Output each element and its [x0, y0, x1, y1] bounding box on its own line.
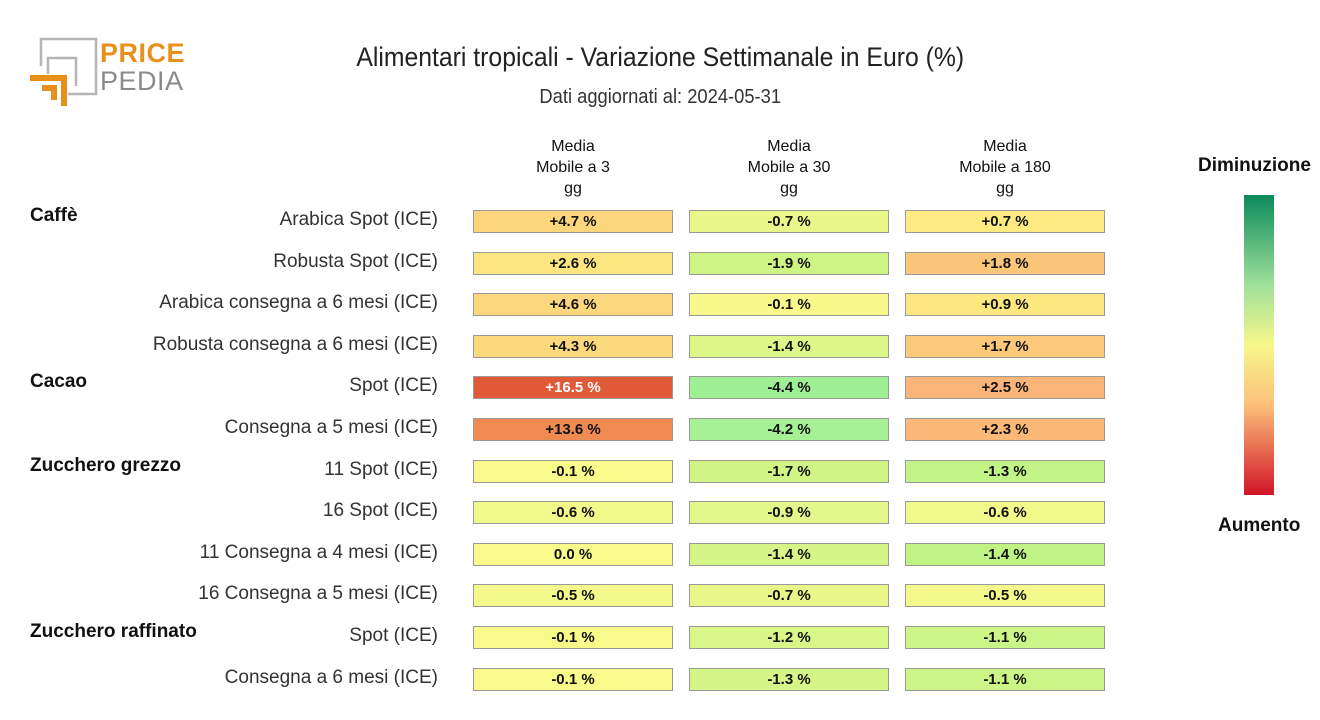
row-label: Spot (ICE) — [349, 375, 438, 397]
heatmap-cell: -0.6 % — [905, 501, 1105, 525]
heatmap-cell: -1.1 % — [905, 667, 1105, 691]
heatmap-cell: -1.3 % — [905, 459, 1105, 483]
heatmap-cell: +2.6 % — [473, 251, 673, 275]
group-label: Zucchero grezzo — [30, 454, 181, 476]
heatmap-cell: -0.1 % — [473, 626, 673, 649]
legend-label-bottom: Aumento — [1218, 515, 1301, 536]
column-header-line: gg — [780, 180, 798, 197]
group-label: Zucchero raffinato — [30, 621, 197, 642]
row-label: 11 Consegna a 4 mesi (ICE) — [199, 541, 438, 563]
column-header-2: Media Mobile a 30 gg — [688, 136, 890, 199]
heatmap-cell: -0.7 % — [689, 584, 889, 608]
column-header-line: gg — [564, 180, 582, 197]
heatmap-cell: -0.1 % — [473, 667, 673, 691]
heatmap-cell: +1.8 % — [905, 251, 1105, 275]
heatmap-cell: -0.1 % — [473, 459, 673, 483]
heatmap-cell: -0.1 % — [689, 293, 889, 317]
row-label: 16 Spot (ICE) — [322, 500, 438, 522]
column-header-line: Mobile a 30 — [747, 159, 831, 176]
legend-label-top: Diminuzione — [1198, 155, 1311, 176]
column-header-line: Mobile a 180 — [959, 159, 1051, 176]
heatmap-cell: -0.6 % — [473, 501, 673, 525]
row-label: Arabica Spot (ICE) — [279, 209, 438, 230]
pricepedia-logo: PRICE PEDIA — [28, 36, 188, 112]
chart-subtitle: Dati aggiornati al: 2024-05-31 — [539, 86, 782, 108]
logo-text-price: PRICE — [100, 38, 186, 68]
heatmap-cell: -1.2 % — [689, 626, 889, 649]
row-label: Consegna a 6 mesi (ICE) — [224, 666, 438, 688]
heatmap-cell: +0.9 % — [905, 293, 1105, 317]
heatmap-cell: -1.1 % — [905, 626, 1105, 649]
heatmap-cell: -1.9 % — [689, 251, 889, 275]
heatmap-cell: +2.5 % — [905, 376, 1105, 400]
heatmap-cell: -0.5 % — [905, 584, 1105, 608]
row-label: 11 Spot (ICE) — [324, 458, 438, 480]
heatmap-cell: +4.6 % — [473, 293, 673, 317]
heatmap-cell: +4.3 % — [473, 334, 673, 358]
heatmap-cell: -0.9 % — [689, 501, 889, 525]
heatmap-cell: -1.4 % — [689, 334, 889, 358]
heatmap-cell: -1.7 % — [689, 459, 889, 483]
row-label: Robusta consegna a 6 mesi (ICE) — [152, 333, 438, 355]
column-header-line: Media — [983, 138, 1027, 155]
column-header-1: Media Mobile a 3 gg — [472, 136, 674, 199]
chart-title: Alimentari tropicali - Variazione Settim… — [356, 42, 965, 72]
logo-text-pedia: PEDIA — [100, 66, 184, 96]
heatmap-cell: +4.7 % — [473, 210, 673, 233]
heatmap-cell: -4.4 % — [689, 376, 889, 400]
row-label: Spot (ICE) — [349, 625, 438, 646]
column-header-line: Media — [767, 138, 811, 155]
color-scale-bar — [1244, 195, 1274, 495]
group-label: Cacao — [30, 371, 88, 393]
heatmap-cell: -1.4 % — [689, 542, 889, 566]
row-label: Arabica consegna a 6 mesi (ICE) — [159, 292, 438, 314]
column-header-line: gg — [996, 180, 1014, 197]
heatmap-cell: -1.3 % — [689, 667, 889, 691]
heatmap-cell: +1.7 % — [905, 334, 1105, 358]
column-header-3: Media Mobile a 180 gg — [904, 136, 1106, 199]
column-header-line: Mobile a 3 — [536, 159, 610, 176]
heatmap-cell: -1.4 % — [905, 542, 1105, 566]
heatmap-cell: +2.3 % — [905, 418, 1105, 441]
row-label: Robusta Spot (ICE) — [273, 250, 438, 272]
row-label: Consegna a 5 mesi (ICE) — [224, 417, 438, 438]
group-label: Caffè — [30, 205, 78, 226]
heatmap-cell: +13.6 % — [473, 418, 673, 441]
heatmap-cell: +0.7 % — [905, 210, 1105, 233]
heatmap-cell: -0.7 % — [689, 210, 889, 233]
heatmap-cell: 0.0 % — [473, 542, 673, 566]
heatmap-cell: +16.5 % — [473, 376, 673, 400]
column-header-line: Media — [551, 138, 595, 155]
heatmap-cell: -4.2 % — [689, 418, 889, 441]
logo-mark-icon — [30, 37, 98, 106]
row-label: 16 Consegna a 5 mesi (ICE) — [198, 583, 438, 605]
heatmap-cell: -0.5 % — [473, 584, 673, 608]
